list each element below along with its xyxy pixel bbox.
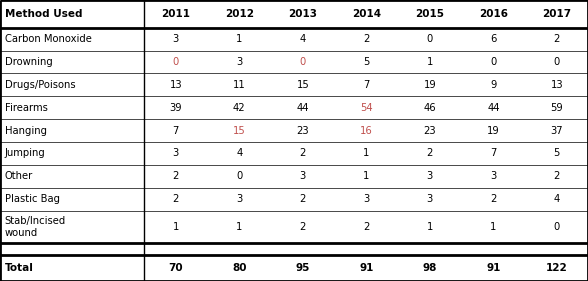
Text: 2: 2 xyxy=(173,171,179,181)
Text: 7: 7 xyxy=(363,80,369,90)
Text: 3: 3 xyxy=(490,171,496,181)
Text: 59: 59 xyxy=(550,103,563,113)
Text: 15: 15 xyxy=(233,126,246,135)
Text: 70: 70 xyxy=(169,263,183,273)
Text: 2: 2 xyxy=(427,148,433,158)
Text: 0: 0 xyxy=(236,171,242,181)
Text: 3: 3 xyxy=(300,171,306,181)
Text: 2017: 2017 xyxy=(542,9,572,19)
Text: 0: 0 xyxy=(173,57,179,67)
Text: 95: 95 xyxy=(296,263,310,273)
Text: 9: 9 xyxy=(490,80,496,90)
Text: 122: 122 xyxy=(546,263,567,273)
Text: 3: 3 xyxy=(427,194,433,204)
Text: 1: 1 xyxy=(236,222,242,232)
Text: 3: 3 xyxy=(363,194,369,204)
Text: 13: 13 xyxy=(169,80,182,90)
Text: 46: 46 xyxy=(423,103,436,113)
Text: 0: 0 xyxy=(427,34,433,44)
Text: 5: 5 xyxy=(554,148,560,158)
Text: 98: 98 xyxy=(423,263,437,273)
Text: Drowning: Drowning xyxy=(5,57,52,67)
Text: Drugs/Poisons: Drugs/Poisons xyxy=(5,80,75,90)
Text: 1: 1 xyxy=(173,222,179,232)
Text: 80: 80 xyxy=(232,263,246,273)
Text: 2014: 2014 xyxy=(352,9,381,19)
Text: 91: 91 xyxy=(486,263,500,273)
Text: 2: 2 xyxy=(490,194,496,204)
Text: 3: 3 xyxy=(236,194,242,204)
Text: Plastic Bag: Plastic Bag xyxy=(5,194,60,204)
Text: 54: 54 xyxy=(360,103,373,113)
Text: 3: 3 xyxy=(173,34,179,44)
Text: Other: Other xyxy=(5,171,33,181)
Text: 37: 37 xyxy=(550,126,563,135)
Text: 6: 6 xyxy=(490,34,496,44)
Text: 2011: 2011 xyxy=(161,9,191,19)
Text: 4: 4 xyxy=(554,194,560,204)
Text: 15: 15 xyxy=(296,80,309,90)
Text: 19: 19 xyxy=(487,126,500,135)
Text: 0: 0 xyxy=(300,57,306,67)
Text: 1: 1 xyxy=(427,57,433,67)
Text: 3: 3 xyxy=(173,148,179,158)
Text: 42: 42 xyxy=(233,103,246,113)
Text: 7: 7 xyxy=(173,126,179,135)
Text: 1: 1 xyxy=(490,222,496,232)
Text: 2: 2 xyxy=(173,194,179,204)
Text: 16: 16 xyxy=(360,126,373,135)
Text: 3: 3 xyxy=(236,57,242,67)
Text: 2013: 2013 xyxy=(288,9,318,19)
Text: Jumping: Jumping xyxy=(5,148,45,158)
Text: Firearms: Firearms xyxy=(5,103,48,113)
Text: 19: 19 xyxy=(423,80,436,90)
Text: 1: 1 xyxy=(363,148,369,158)
Text: 2: 2 xyxy=(363,34,369,44)
Text: 23: 23 xyxy=(296,126,309,135)
Text: 2016: 2016 xyxy=(479,9,508,19)
Text: 1: 1 xyxy=(427,222,433,232)
Text: 4: 4 xyxy=(300,34,306,44)
Text: 13: 13 xyxy=(550,80,563,90)
Text: 91: 91 xyxy=(359,263,373,273)
Text: 2012: 2012 xyxy=(225,9,254,19)
Text: 39: 39 xyxy=(169,103,182,113)
Text: 44: 44 xyxy=(487,103,500,113)
Text: Stab/Incised
wound: Stab/Incised wound xyxy=(5,216,66,238)
Text: 2: 2 xyxy=(554,171,560,181)
Text: 2: 2 xyxy=(300,148,306,158)
Text: Hanging: Hanging xyxy=(5,126,46,135)
Text: 2: 2 xyxy=(363,222,369,232)
Text: 0: 0 xyxy=(490,57,496,67)
Text: 3: 3 xyxy=(427,171,433,181)
Text: 1: 1 xyxy=(363,171,369,181)
Text: Carbon Monoxide: Carbon Monoxide xyxy=(5,34,92,44)
Text: Method Used: Method Used xyxy=(5,9,82,19)
Text: 1: 1 xyxy=(236,34,242,44)
Text: 44: 44 xyxy=(296,103,309,113)
Text: 4: 4 xyxy=(236,148,242,158)
Text: 5: 5 xyxy=(363,57,369,67)
Text: 2: 2 xyxy=(554,34,560,44)
Text: 0: 0 xyxy=(554,222,560,232)
Text: 2: 2 xyxy=(300,222,306,232)
Text: 7: 7 xyxy=(490,148,496,158)
Text: 23: 23 xyxy=(423,126,436,135)
Text: 11: 11 xyxy=(233,80,246,90)
Text: Total: Total xyxy=(5,263,34,273)
Text: 0: 0 xyxy=(554,57,560,67)
Text: 2015: 2015 xyxy=(415,9,445,19)
Text: 2: 2 xyxy=(300,194,306,204)
